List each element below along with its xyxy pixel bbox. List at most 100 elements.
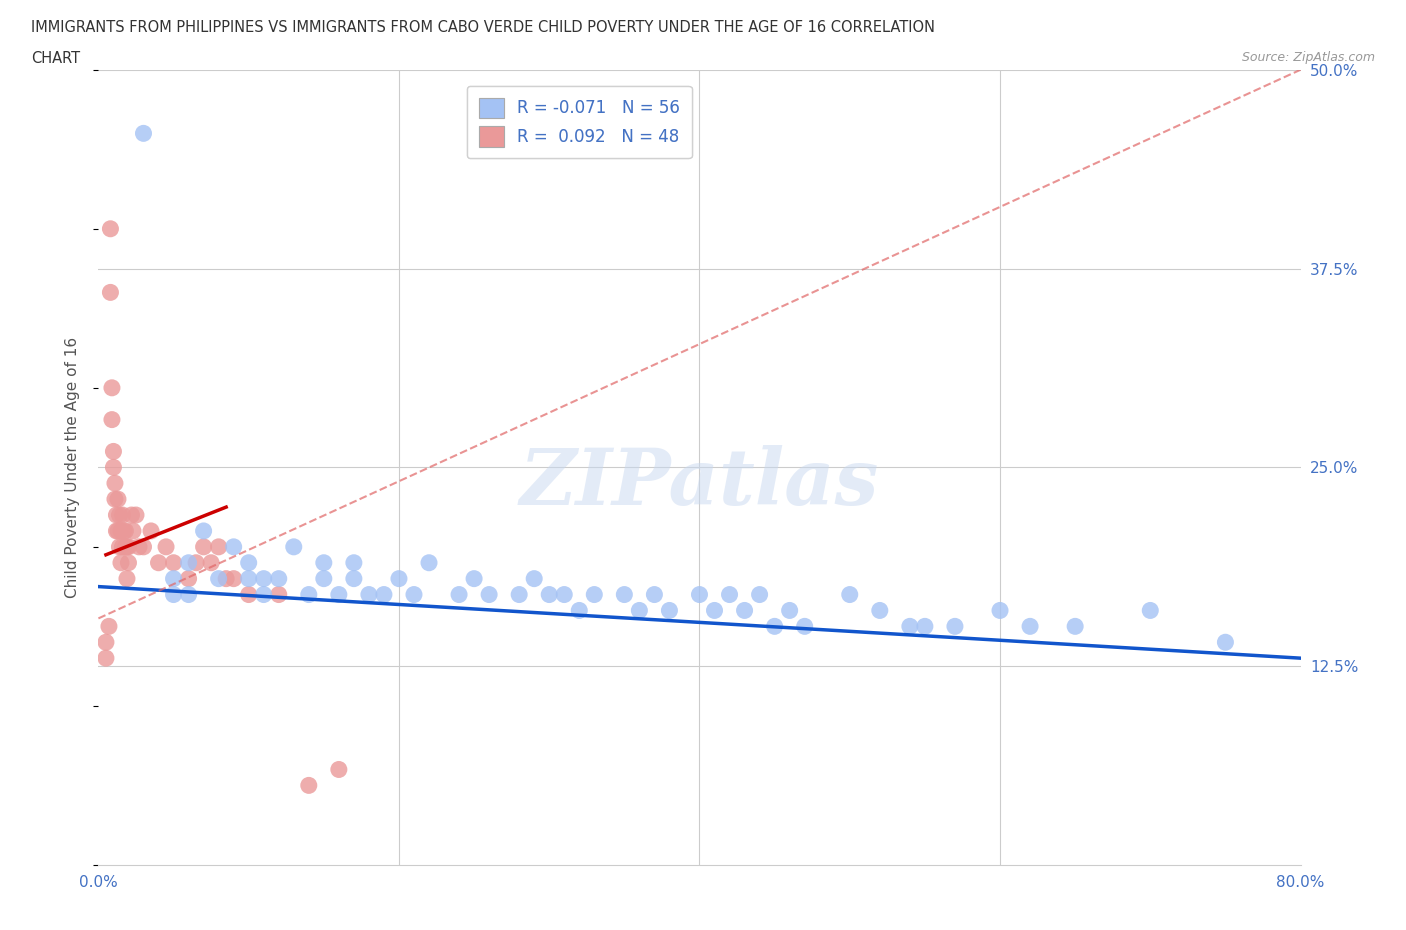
Point <box>718 587 741 602</box>
Point <box>898 619 921 634</box>
Point <box>1139 603 1161 618</box>
Point <box>177 555 200 570</box>
Point <box>193 539 215 554</box>
Point <box>508 587 530 602</box>
Point <box>628 603 651 618</box>
Point <box>100 285 122 299</box>
Point <box>222 571 245 586</box>
Text: IMMIGRANTS FROM PHILIPPINES VS IMMIGRANTS FROM CABO VERDE CHILD POVERTY UNDER TH: IMMIGRANTS FROM PHILIPPINES VS IMMIGRANT… <box>31 20 935 35</box>
Point <box>1019 619 1042 634</box>
Point <box>128 539 150 554</box>
Point <box>763 619 786 634</box>
Point <box>312 571 335 586</box>
Point <box>103 460 125 475</box>
Point <box>658 603 681 618</box>
Point <box>238 587 260 602</box>
Point <box>238 555 260 570</box>
Point <box>643 587 665 602</box>
Point <box>298 777 321 792</box>
Point <box>177 571 200 586</box>
Point <box>402 587 425 602</box>
Point <box>988 603 1011 618</box>
Point <box>553 587 575 602</box>
Legend: R = -0.071   N = 56, R =  0.092   N = 48: R = -0.071 N = 56, R = 0.092 N = 48 <box>467 86 692 158</box>
Point <box>538 587 561 602</box>
Point <box>215 571 238 586</box>
Point <box>103 444 125 458</box>
Point <box>193 524 215 538</box>
Point <box>125 508 148 523</box>
Point <box>104 476 127 491</box>
Point <box>117 539 139 554</box>
Point <box>100 221 122 236</box>
Point <box>107 524 129 538</box>
Point <box>523 571 546 586</box>
Point <box>108 508 131 523</box>
Point <box>104 492 127 507</box>
Point <box>122 524 145 538</box>
Point <box>101 380 124 395</box>
Point <box>748 587 770 602</box>
Point <box>328 762 350 777</box>
Point <box>914 619 936 634</box>
Point <box>155 539 177 554</box>
Point <box>162 555 184 570</box>
Point <box>114 524 136 538</box>
Point <box>1215 635 1237 650</box>
Point <box>689 587 711 602</box>
Point <box>184 555 207 570</box>
Point <box>115 539 138 554</box>
Point <box>253 571 276 586</box>
Point <box>312 555 335 570</box>
Point <box>238 571 260 586</box>
Point <box>117 555 139 570</box>
Point <box>132 126 155 140</box>
Text: Source: ZipAtlas.com: Source: ZipAtlas.com <box>1241 51 1375 64</box>
Point <box>447 587 470 602</box>
Point <box>94 635 117 650</box>
Point <box>734 603 756 618</box>
Point <box>267 587 290 602</box>
Point <box>793 619 815 634</box>
Point <box>1064 619 1087 634</box>
Point <box>108 539 131 554</box>
Point <box>568 603 591 618</box>
Point <box>267 571 290 586</box>
Point <box>114 539 136 554</box>
Point <box>110 524 132 538</box>
Point <box>111 539 134 554</box>
Point <box>328 587 350 602</box>
Point <box>112 524 135 538</box>
Point <box>703 603 725 618</box>
Point <box>222 539 245 554</box>
Point <box>478 587 501 602</box>
Point <box>101 412 124 427</box>
Point <box>132 539 155 554</box>
Point <box>388 571 411 586</box>
Point <box>357 587 380 602</box>
Point <box>583 587 606 602</box>
Point <box>97 619 120 634</box>
Point <box>121 508 143 523</box>
Point <box>253 587 276 602</box>
Point <box>139 524 162 538</box>
Point <box>463 571 485 586</box>
Text: ZIPatlas: ZIPatlas <box>520 445 879 522</box>
Point <box>115 571 138 586</box>
Point <box>779 603 801 618</box>
Point <box>838 587 860 602</box>
Point <box>208 571 231 586</box>
Text: CHART: CHART <box>31 51 80 66</box>
Point <box>343 571 366 586</box>
Point <box>283 539 305 554</box>
Point <box>162 587 184 602</box>
Point <box>105 524 128 538</box>
Point <box>418 555 440 570</box>
Y-axis label: Child Poverty Under the Age of 16: Child Poverty Under the Age of 16 <box>65 337 80 598</box>
Point <box>110 555 132 570</box>
Point <box>111 508 134 523</box>
Point <box>298 587 321 602</box>
Point <box>343 555 366 570</box>
Point <box>107 492 129 507</box>
Point <box>94 651 117 666</box>
